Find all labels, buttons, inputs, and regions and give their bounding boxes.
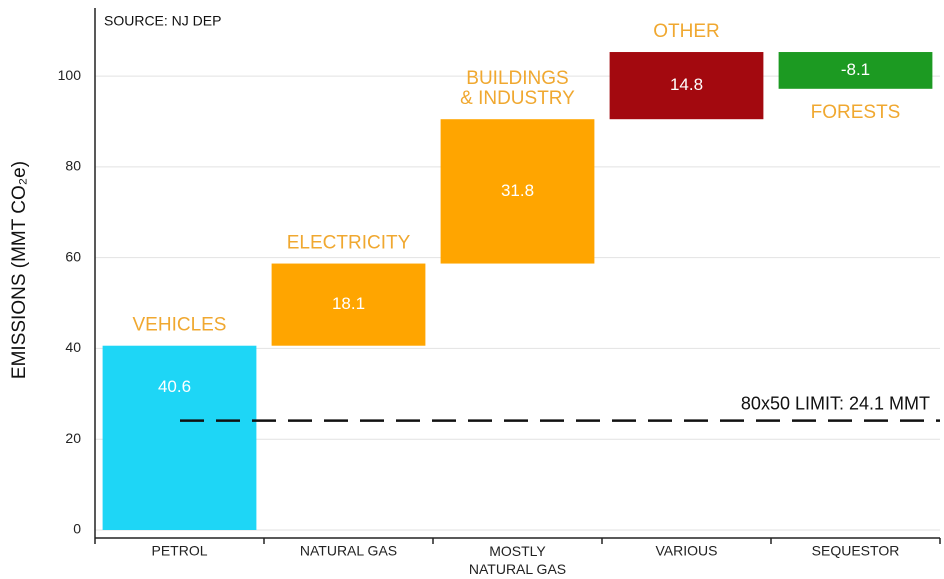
bar (778, 52, 933, 89)
value-label: 18.1 (332, 294, 365, 313)
x-tick-label: VARIOUS (656, 543, 718, 559)
segment-label: OTHER (653, 21, 720, 42)
bar (102, 345, 257, 530)
limit-label: 80x50 LIMIT: 24.1 MMT (741, 393, 930, 413)
bar (271, 263, 426, 346)
y-tick-label: 60 (65, 248, 81, 264)
segment-label: VEHICLES (133, 315, 227, 336)
y-tick-label: 100 (58, 67, 82, 83)
source-note: SOURCE: NJ DEP (104, 13, 221, 29)
y-tick-label: 80 (65, 158, 81, 174)
y-axis-label: EMISSIONS (MMT CO₂e) (9, 161, 30, 379)
value-label: 14.8 (670, 75, 703, 94)
segment-label: FORESTS (811, 102, 901, 123)
bar (440, 119, 595, 264)
x-tick-label: PETROL (151, 543, 207, 559)
value-label: 40.6 (158, 377, 191, 396)
y-tick-label: 0 (73, 521, 81, 537)
value-label: -8.1 (841, 60, 870, 79)
bar (609, 52, 764, 120)
y-tick-label: 40 (65, 339, 81, 355)
value-label: 31.8 (501, 181, 534, 200)
x-tick-label: SEQUESTOR (812, 543, 900, 559)
segment-label: ELECTRICITY (287, 233, 411, 254)
y-tick-label: 20 (65, 430, 81, 446)
x-tick-label: NATURAL GAS (300, 543, 397, 559)
x-tick-label: MOSTLY NATURAL GAS (469, 543, 566, 577)
segment-label: BUILDINGS & INDUSTRY (460, 68, 575, 109)
